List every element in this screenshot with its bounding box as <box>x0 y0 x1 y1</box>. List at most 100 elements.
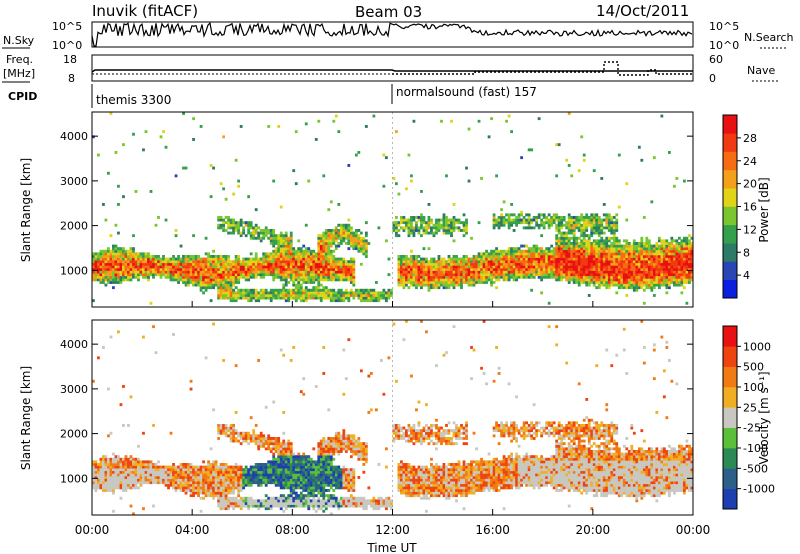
heatmap-cell <box>309 252 313 256</box>
heatmap-cell <box>192 483 195 487</box>
heatmap-cell <box>512 270 516 274</box>
heatmap-cell <box>647 257 651 261</box>
heatmap-cell <box>112 270 115 274</box>
heatmap-cell <box>222 463 226 466</box>
heatmap-cell <box>209 478 213 482</box>
heatmap-cell <box>359 296 363 300</box>
heatmap-cell <box>445 174 448 178</box>
heatmap-cell <box>607 286 611 290</box>
power-colorbar-label: Power [dB] <box>757 177 771 242</box>
heatmap-cell <box>232 288 236 292</box>
heatmap-cell <box>465 255 468 258</box>
heatmap-cell <box>174 481 178 485</box>
heatmap-cell <box>395 130 398 134</box>
heatmap-cell <box>187 283 190 287</box>
heatmap-cell <box>615 281 619 284</box>
heatmap-cell <box>167 473 170 477</box>
heatmap-cell <box>294 273 298 277</box>
heatmap-cell <box>585 249 589 253</box>
heatmap-cell <box>525 213 529 217</box>
heatmap-cell <box>194 470 198 474</box>
heatmap-cell <box>104 257 108 261</box>
heatmap-cell <box>607 278 611 282</box>
heatmap-cell <box>337 257 341 261</box>
heatmap-cell <box>597 218 601 222</box>
heatmap-cell <box>114 223 118 227</box>
heatmap-cell <box>615 283 619 287</box>
heatmap-cell <box>229 424 233 427</box>
heatmap-cell <box>187 483 190 487</box>
heatmap-cell <box>227 504 231 508</box>
heatmap-cell <box>222 499 226 503</box>
heatmap-cell <box>562 244 566 248</box>
heatmap-cell <box>154 265 158 269</box>
heatmap-cell <box>445 229 448 232</box>
heatmap-cell <box>204 473 208 477</box>
heatmap-cell <box>677 255 681 258</box>
heatmap-cell <box>617 249 621 253</box>
heatmap-cell <box>287 239 291 243</box>
heatmap-cell <box>362 294 366 297</box>
heatmap-cell <box>675 257 679 261</box>
heatmap-cell <box>334 275 338 279</box>
heatmap-cell <box>192 255 195 258</box>
heatmap-cell <box>465 265 468 269</box>
heatmap-cell <box>112 273 115 277</box>
heatmap-cell <box>139 273 143 277</box>
heatmap-cell <box>192 262 195 266</box>
heatmap-cell <box>517 262 521 266</box>
heatmap-cell <box>174 486 178 490</box>
heatmap-cell <box>272 262 276 266</box>
heatmap-cell <box>425 281 428 284</box>
heatmap-cell <box>395 231 398 235</box>
heatmap-cell <box>637 242 641 245</box>
heatmap-cell <box>152 470 155 474</box>
heatmap-cell <box>119 457 123 461</box>
heatmap-cell <box>227 491 231 495</box>
heatmap-cell <box>515 249 518 253</box>
heatmap-cell <box>97 255 100 258</box>
heatmap-cell <box>204 483 208 487</box>
heatmap-cell <box>119 470 123 474</box>
heatmap-cell <box>147 468 150 472</box>
heatmap-cell <box>657 239 661 243</box>
heatmap-cell <box>440 270 443 274</box>
heatmap-cell <box>277 252 281 256</box>
cpid-program-1: themis 3300 <box>96 93 171 107</box>
heatmap-cell <box>627 247 631 251</box>
heatmap-cell <box>590 273 594 277</box>
heatmap-cell <box>109 252 113 256</box>
heatmap-cell <box>109 481 113 485</box>
heatmap-cell <box>239 270 243 274</box>
heatmap-cell <box>279 296 283 300</box>
heatmap-cell <box>622 283 626 287</box>
heatmap-cell <box>420 268 423 271</box>
heatmap-cell <box>485 252 488 256</box>
heatmap-cell <box>507 265 511 269</box>
heatmap-cell <box>585 221 589 225</box>
heatmap-cell <box>430 275 433 279</box>
heatmap-cell <box>645 286 649 290</box>
heatmap-cell <box>465 223 468 227</box>
heatmap-cell <box>675 252 679 256</box>
heatmap-cell <box>412 231 416 235</box>
heatmap-cell <box>515 257 518 261</box>
heatmap-cell <box>194 465 198 469</box>
heatmap-cell <box>542 270 546 274</box>
heatmap-cell <box>557 278 561 282</box>
heatmap-cell <box>277 244 281 248</box>
heatmap-cell <box>457 229 461 232</box>
heatmap-cell <box>194 478 198 482</box>
heatmap-cell <box>410 255 413 258</box>
heatmap-cell <box>219 218 223 222</box>
heatmap-cell <box>622 273 626 277</box>
heatmap-cell <box>480 260 483 264</box>
heatmap-cell <box>332 231 336 235</box>
heatmap-cell <box>402 275 406 279</box>
heatmap-cell <box>157 257 160 261</box>
heatmap-cell <box>109 460 113 464</box>
heatmap-cell <box>595 242 599 245</box>
freq-trace <box>91 69 693 73</box>
heatmap-cell <box>134 465 138 469</box>
heatmap-cell <box>309 262 313 266</box>
